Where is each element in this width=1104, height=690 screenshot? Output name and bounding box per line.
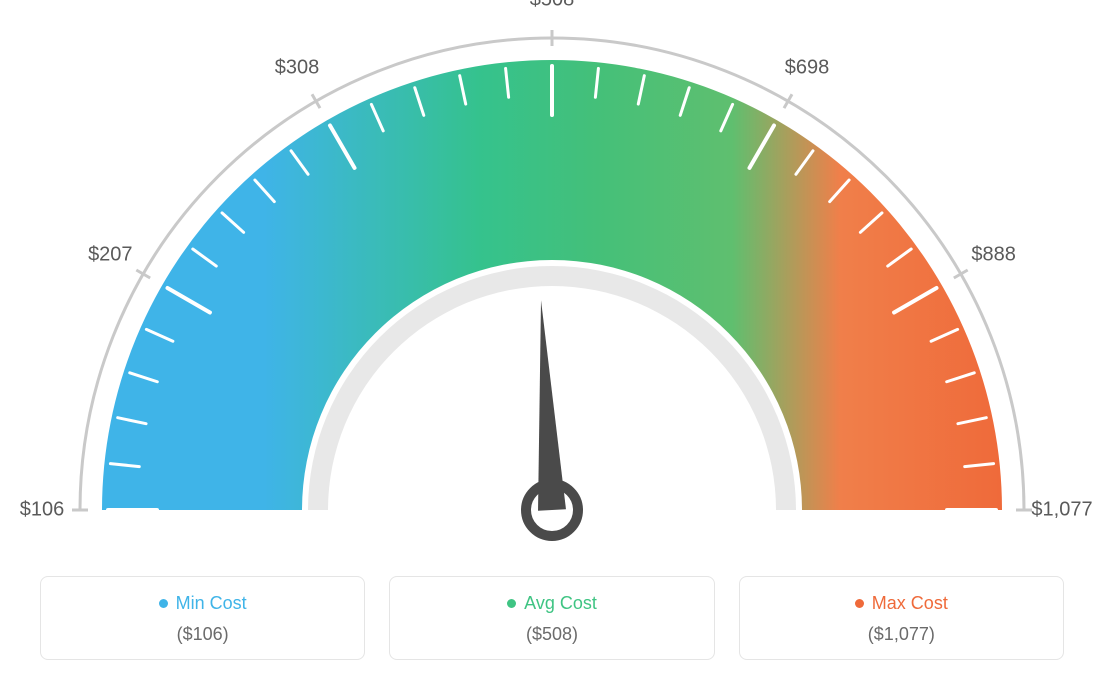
legend-label-text: Max Cost [872, 593, 948, 614]
gauge-area: $106 $207 $308 $508 $698 $888 $1,077 [0, 0, 1104, 560]
legend-card-avg: Avg Cost ($508) [389, 576, 714, 660]
tick-label: $207 [88, 244, 133, 267]
tick-label: $106 [20, 499, 65, 522]
legend-label-text: Min Cost [176, 593, 247, 614]
dot-icon [855, 599, 864, 608]
legend-label-max: Max Cost [855, 593, 948, 614]
legend-label-min: Min Cost [159, 593, 247, 614]
tick-label: $508 [530, 0, 575, 12]
legend-label-avg: Avg Cost [507, 593, 597, 614]
tick-label: $308 [275, 57, 320, 80]
tick-label: $888 [971, 244, 1016, 267]
legend-row: Min Cost ($106) Avg Cost ($508) Max Cost… [40, 576, 1064, 660]
legend-value-min: ($106) [41, 624, 364, 645]
gauge-svg [0, 0, 1104, 560]
legend-value-avg: ($508) [390, 624, 713, 645]
legend-label-text: Avg Cost [524, 593, 597, 614]
gauge-chart-container: $106 $207 $308 $508 $698 $888 $1,077 Min Cost … [0, 0, 1104, 690]
tick-label: $698 [785, 57, 830, 80]
dot-icon [159, 599, 168, 608]
dot-icon [507, 599, 516, 608]
tick-label: $1,077 [1031, 499, 1092, 522]
legend-value-max: ($1,077) [740, 624, 1063, 645]
legend-card-min: Min Cost ($106) [40, 576, 365, 660]
legend-card-max: Max Cost ($1,077) [739, 576, 1064, 660]
